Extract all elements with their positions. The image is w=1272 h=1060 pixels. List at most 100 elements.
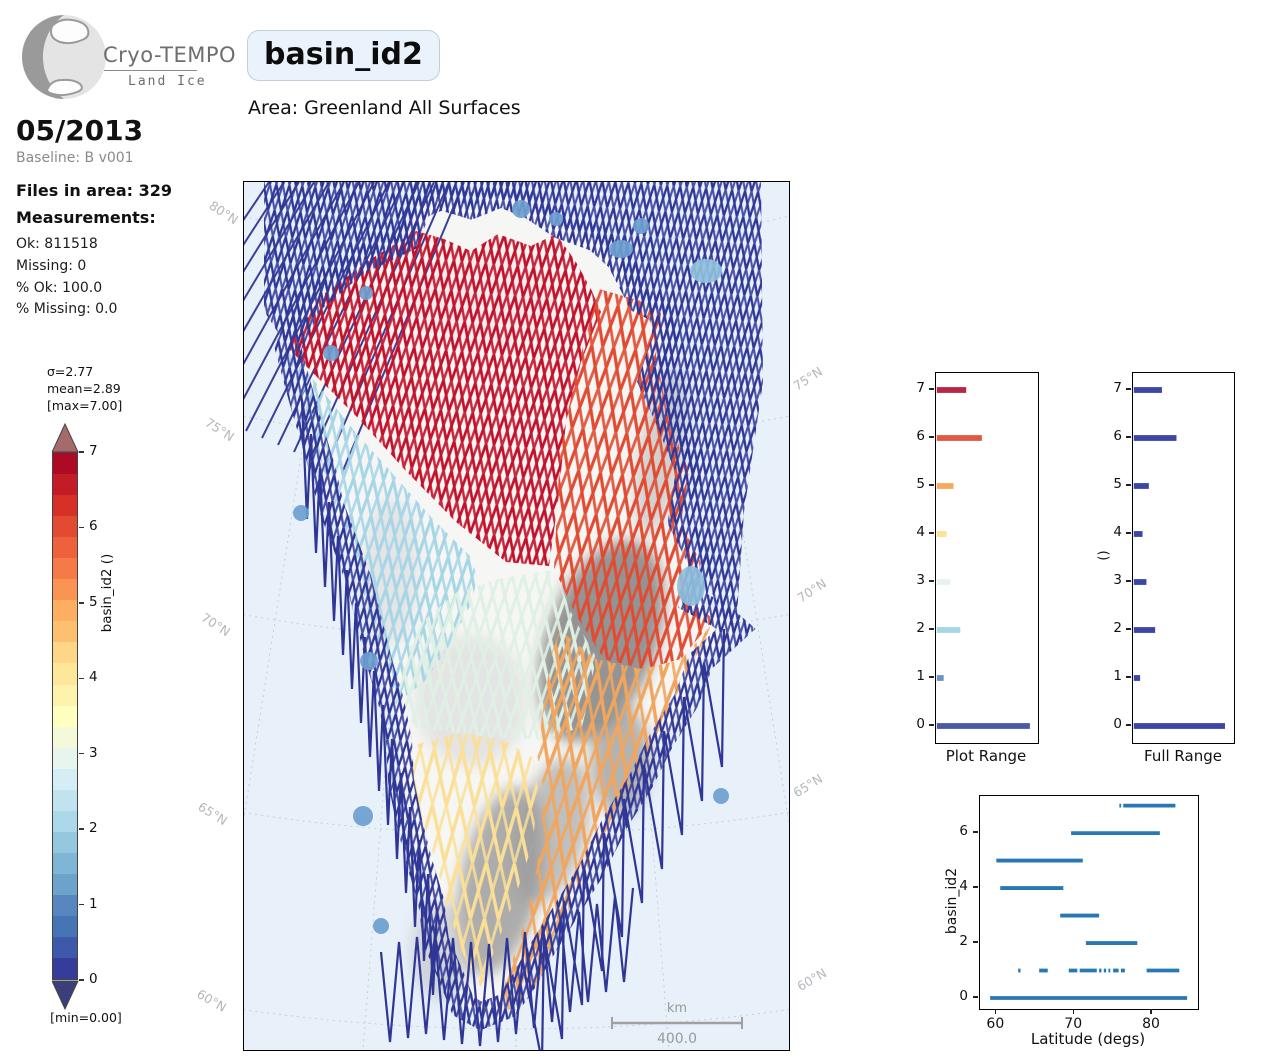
colorbar-segment (53, 495, 77, 517)
colorbar-tick-label: 3 (89, 744, 98, 761)
colorbar-segment (53, 705, 77, 727)
latitude-scatter-chart (979, 795, 1199, 1010)
tick-label (973, 941, 978, 943)
tick-label: 5 (916, 476, 925, 492)
full-range-title: Full Range (1144, 747, 1222, 765)
graticule-label-70n-right: 70°N (794, 575, 830, 606)
files-in-area: Files in area: 329 (16, 181, 172, 200)
basin-4-region (407, 732, 539, 988)
margin-tracks (264, 182, 763, 1050)
tick-label: 4 (959, 878, 968, 895)
variable-chip: basin_id2 (247, 30, 440, 81)
colorbar-tick-label: 0 (89, 971, 98, 987)
bar-basin-6 (1133, 435, 1177, 441)
colorbar-segment (53, 516, 77, 538)
colorbar-tick-label: 6 (89, 518, 98, 535)
colorbar-segment (53, 747, 77, 769)
bar-basin-3 (1133, 579, 1147, 585)
area-label: Area: Greenland All Surfaces (248, 97, 521, 119)
map-scalebar: km 400.0 (611, 1001, 743, 1047)
tick-label: 2 (959, 933, 968, 950)
colorbar-segment (53, 621, 77, 643)
graticule-label-60n-right: 60°N (794, 965, 830, 994)
colorbar-segment (53, 537, 77, 559)
logo-title: Cryo-TEMPO (103, 43, 237, 67)
tick-label (1126, 532, 1131, 534)
tick-label: 0 (916, 716, 925, 732)
colorbar-min: [min=0.00] (50, 1010, 122, 1025)
colorbar-tick (79, 451, 84, 453)
bar-basin-5 (1133, 483, 1149, 489)
colorbar-segment (53, 684, 77, 706)
colorbar-segment (53, 663, 77, 685)
colorbar-tick (79, 526, 84, 529)
colorbar-tick (79, 828, 84, 830)
tick-label (929, 532, 934, 534)
colorbar-max: [max=7.00] (47, 398, 123, 413)
bar-basin-1 (1133, 675, 1141, 681)
baseline-label: Baseline: B v001 (16, 150, 134, 166)
colorbar-segment (53, 873, 77, 895)
tick-label: 4 (1113, 524, 1122, 540)
colorbar-over-arrow (52, 423, 79, 453)
east-spikes (522, 628, 726, 1050)
colorbar-segment (53, 937, 77, 959)
tick-label: 2 (916, 620, 925, 636)
tick-label (929, 484, 934, 486)
colorbar-tick-label: 5 (89, 593, 98, 610)
tick-label: 0 (1113, 716, 1122, 732)
tick-label: 6 (916, 428, 925, 444)
colorbar-tick-label: 4 (89, 669, 98, 686)
tick-label (973, 886, 978, 888)
tick-label: 0 (959, 988, 968, 1004)
tick-label: 4 (916, 524, 925, 540)
tick-label: 5 (1113, 476, 1122, 492)
tick-label (973, 996, 978, 998)
colorbar-tick (79, 903, 84, 906)
graticule-label-75n-left: 75°N (202, 414, 238, 445)
tick-label: 70 (1064, 1016, 1083, 1032)
colorbar-tick (79, 753, 84, 755)
graticule-label-65n-left: 65°N (195, 798, 231, 829)
bar-basin-4 (936, 531, 947, 537)
measurements-label: Measurements: (16, 208, 156, 227)
colorbar-tick-label: 2 (89, 820, 98, 837)
colorbar-segment (53, 852, 77, 874)
tick-label (1126, 676, 1131, 678)
colorbar-segment (53, 894, 77, 917)
tick-label: 6 (1113, 428, 1122, 444)
graticule-label-60n-left: 60°N (194, 986, 230, 1015)
tick-label (973, 831, 978, 833)
full-range-chart (1132, 372, 1235, 744)
colorbar-tick (79, 979, 84, 981)
tick-label: 7 (916, 380, 925, 396)
scalebar-unit: km (667, 1001, 687, 1016)
bar-basin-7 (1133, 387, 1162, 393)
colorbar-segment (53, 958, 77, 980)
west-spikes (300, 400, 439, 996)
basin-6-region (554, 289, 714, 669)
stat-ok: Ok: 811518 (16, 236, 98, 252)
colorbar-under-arrow (52, 980, 79, 1010)
tick-label: 60 (986, 1016, 1005, 1032)
greenland-track-map: km 400.0 (243, 181, 790, 1051)
colorbar: 0 1 2 3 4 5 6 7 (52, 423, 172, 1038)
colorbar-segment (53, 474, 77, 496)
scatter-xlabel: Latitude (degs) (1030, 1030, 1146, 1048)
bar-basin-1 (936, 675, 944, 681)
colorbar-tick (79, 602, 84, 604)
bar-basin-4 (1133, 531, 1143, 537)
stat-missing: Missing: 0 (16, 258, 87, 274)
colorbar-segment (53, 916, 77, 938)
tick-label (1126, 388, 1131, 390)
colorbar-segment (53, 453, 77, 475)
graticule-label-75n-right: 75°N (790, 363, 826, 394)
colorbar-sigma: σ=2.77 (47, 364, 94, 379)
colorbar-segment (53, 642, 77, 664)
greenland-glyph (50, 18, 90, 45)
tick-label (929, 388, 934, 390)
antarctica-glyph (46, 78, 83, 97)
bar-basin-2 (1133, 627, 1156, 633)
tick-label: 3 (1113, 572, 1122, 588)
